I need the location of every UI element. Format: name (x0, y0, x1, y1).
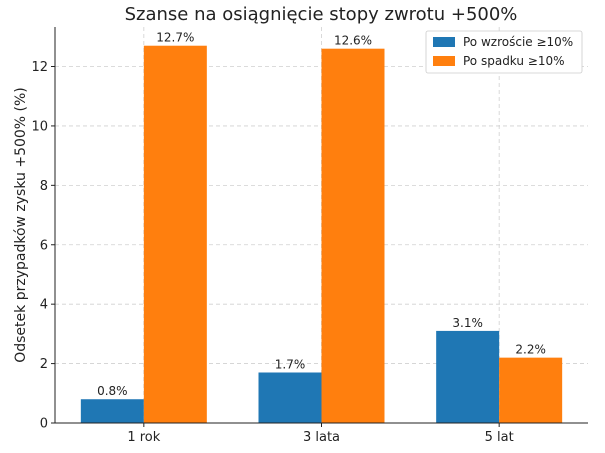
bar-fall (321, 48, 385, 423)
x-ticks: 1 rok 3 lata 5 lat (127, 423, 514, 445)
y-tick-label: 12 (31, 60, 48, 75)
bar-value-label: 12.6% (334, 34, 372, 48)
bar-fall (143, 45, 207, 424)
legend-box (425, 30, 583, 74)
y-axis-label: Odsetek przypadków zysku +500% (%) (13, 87, 29, 363)
data-labels: 0.8% 1.7% 3.1% 12.7% 12.6% 2.2% (97, 31, 546, 399)
bar-value-label: 3.1% (452, 316, 483, 330)
bars (80, 45, 563, 424)
bar-value-label: 12.7% (156, 31, 194, 45)
y-tick-label: 2 (40, 357, 48, 372)
y-tick-label: 10 (31, 119, 48, 134)
bar-rise (258, 372, 322, 423)
y-tick-label: 4 (40, 298, 48, 313)
y-tick-label: 0 (40, 417, 48, 432)
chart-title: Szanse na osiągnięcie stopy zwrotu +500% (125, 4, 518, 25)
x-tick-label: 5 lat (485, 430, 514, 445)
legend-label-rise: Po wzroście ≥10% (463, 35, 573, 49)
x-tick-label: 1 rok (127, 430, 160, 445)
legend-swatch-rise (433, 37, 455, 47)
y-ticks: 0 2 4 6 8 10 12 (31, 60, 55, 432)
legend-swatch-fall (433, 56, 455, 66)
x-tick-label: 3 lata (303, 430, 340, 445)
bar-value-label: 0.8% (97, 384, 128, 398)
legend: Po wzroście ≥10% Po spadku ≥10% (425, 30, 583, 74)
y-tick-label: 8 (40, 179, 48, 194)
bar-fall (499, 357, 563, 423)
bar-value-label: 2.2% (515, 343, 546, 357)
legend-label-fall: Po spadku ≥10% (463, 54, 565, 68)
y-tick-label: 6 (40, 238, 48, 253)
bar-rise (80, 399, 144, 423)
bar-rise (436, 330, 500, 423)
bar-value-label: 1.7% (275, 357, 306, 371)
